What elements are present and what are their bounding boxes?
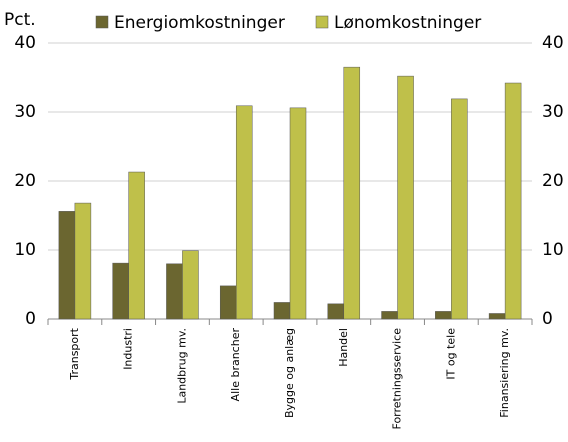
bar <box>112 262 129 320</box>
x-tick-label: Alle brancher <box>229 328 242 402</box>
bar <box>488 313 506 320</box>
y2-tick-label: 20 <box>542 171 564 191</box>
legend-swatch <box>315 15 329 29</box>
y-tick-label: 30 <box>14 102 36 122</box>
bar <box>74 202 92 320</box>
x-tick-label: Landbrug mv. <box>175 328 188 404</box>
bar <box>128 171 145 320</box>
y2-tick-label: 30 <box>542 102 564 122</box>
bar <box>289 107 307 320</box>
x-tick-label: Transport <box>68 327 81 380</box>
x-tick-label: IT og tele <box>444 328 457 380</box>
y-tick-label: 40 <box>14 33 36 53</box>
bar <box>381 311 398 320</box>
x-tick-label: Bygge og anlæg <box>283 328 296 418</box>
legend-label: Lønomkostninger <box>334 13 481 33</box>
bar <box>343 66 361 320</box>
y2-tick-label: 10 <box>542 240 564 260</box>
x-tick-label: Forretningsservice <box>391 328 404 430</box>
legend-swatch <box>95 15 109 29</box>
bar <box>327 303 345 320</box>
y-tick-label: 10 <box>14 240 36 260</box>
bar <box>504 82 522 320</box>
y-tick-label: 20 <box>14 171 36 191</box>
x-tick-label: Finansiering mv. <box>498 328 511 418</box>
bar <box>166 263 183 320</box>
legend-label: Energiomkostninger <box>114 13 285 33</box>
y2-tick-label: 0 <box>542 309 553 329</box>
y-tick-label: 0 <box>25 309 36 329</box>
x-tick-label: Industri <box>122 328 135 370</box>
bar <box>435 311 452 320</box>
bar <box>451 98 468 320</box>
bar <box>219 285 237 320</box>
bar <box>273 302 291 320</box>
bar <box>58 211 76 320</box>
y2-tick-label: 40 <box>542 33 564 53</box>
bar <box>235 105 253 320</box>
bar <box>182 250 199 320</box>
bar <box>397 75 414 320</box>
x-tick-label: Handel <box>337 328 350 367</box>
y-axis-label: Pct. <box>4 10 36 30</box>
